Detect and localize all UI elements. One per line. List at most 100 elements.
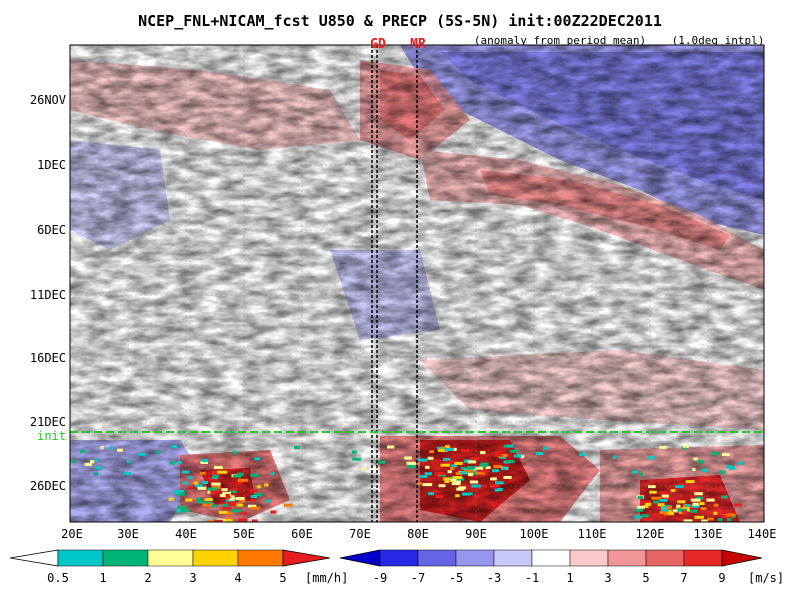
precip-cell	[427, 456, 434, 460]
precip-cell	[513, 454, 524, 458]
wind-swatch	[493, 549, 533, 567]
precip-cell	[676, 504, 681, 508]
precip-cell	[207, 487, 218, 491]
precip-cell	[194, 481, 199, 485]
precip-cell	[506, 460, 515, 464]
precip-cell	[377, 460, 386, 464]
precip-cell	[251, 519, 258, 522]
precip-cell	[699, 502, 705, 505]
precip-cell	[685, 480, 695, 484]
precip-cell	[270, 510, 277, 514]
x-tick-label: 30E	[117, 527, 139, 541]
precip-cell	[207, 519, 213, 522]
precip-cell	[176, 489, 185, 493]
precip-cell	[643, 501, 652, 504]
precip-cell	[639, 472, 643, 476]
precip-cell	[137, 452, 146, 456]
precip-cell	[658, 491, 668, 495]
precip-cell	[695, 496, 704, 500]
precip-cell	[228, 503, 236, 506]
precip-cell	[713, 511, 718, 515]
precip-cell	[721, 515, 727, 519]
plot-area	[70, 45, 764, 522]
precip-cell	[467, 466, 477, 470]
precip-cell	[90, 460, 95, 464]
x-axis: 20E 30E 40E 50E 60E 70E 80E 90E 100E 110…	[61, 527, 776, 541]
precip-cell	[294, 445, 300, 449]
wind-swatch	[607, 549, 647, 567]
precip-cell	[652, 500, 659, 504]
precip-cell	[578, 453, 586, 457]
precip-cell	[475, 466, 484, 470]
precip-cell	[425, 465, 430, 469]
precip-cell	[250, 506, 261, 510]
precip-cell	[213, 474, 219, 478]
y-axis: 26NOV 1DEC 6DEC 11DEC 16DEC 21DEC init 2…	[30, 93, 66, 493]
precip-cell	[177, 460, 182, 464]
precip-cell	[84, 462, 93, 466]
y-tick-label: 21DEC	[30, 415, 66, 429]
precip-cell	[521, 455, 525, 459]
precip-cell	[72, 460, 76, 464]
precip-cell	[387, 445, 395, 449]
precip-cell	[195, 484, 203, 488]
precip-cell	[435, 495, 444, 499]
precip-cell	[437, 448, 448, 452]
precip-cell	[447, 470, 452, 474]
wind-swatch	[531, 549, 571, 567]
precip-cell	[225, 511, 234, 515]
precip-cell	[683, 519, 693, 522]
precip-cell	[352, 457, 356, 461]
precip-cell	[283, 503, 293, 507]
precip-cell	[222, 503, 229, 507]
precip-cell	[455, 494, 460, 498]
precip-colorbar: 0.5 1 2 3 4 5 [mm/h]	[9, 549, 348, 585]
precip-cell	[182, 470, 190, 474]
precip-cell	[200, 461, 208, 464]
y-tick-label: 11DEC	[30, 288, 66, 302]
precip-cell	[236, 503, 243, 507]
precip-cell	[692, 505, 699, 508]
precip-cell	[649, 490, 657, 494]
precip-cell	[637, 496, 644, 500]
precip-cell	[661, 494, 669, 498]
precip-cell	[176, 509, 183, 513]
precip-swatch	[147, 549, 194, 567]
precip-cell	[218, 510, 228, 514]
precip-swatch	[192, 549, 239, 567]
precip-colorbar-min-tri	[9, 549, 59, 567]
precip-cell	[420, 475, 428, 478]
precip-cell	[270, 472, 275, 476]
precip-cell	[197, 486, 207, 490]
precip-cell	[472, 472, 478, 475]
precip-cell	[706, 498, 715, 502]
precip-cell	[221, 488, 228, 492]
precip-cell	[444, 480, 450, 483]
precip-cell	[229, 489, 237, 493]
precip-cell	[659, 445, 667, 449]
precip-cell	[226, 495, 231, 499]
precip-cell	[660, 508, 669, 512]
precip-cell	[707, 517, 714, 521]
precip-cell	[188, 486, 193, 490]
precip-cell	[451, 482, 461, 486]
precip-cell	[543, 446, 549, 450]
precip-cell	[249, 498, 257, 502]
precip-cell	[238, 518, 248, 522]
precip-cell	[492, 469, 499, 473]
precip-cell	[696, 460, 704, 464]
wind-swatch	[645, 549, 685, 567]
precip-cell	[219, 494, 229, 497]
precip-cell	[682, 444, 689, 448]
precip-cell	[416, 458, 424, 462]
precip-cell	[123, 471, 131, 475]
precip-cell	[727, 513, 736, 517]
precip-cell	[407, 465, 416, 469]
plot-frame	[69, 44, 765, 523]
gd-marker-label: GD	[370, 37, 386, 52]
precip-cell	[470, 457, 480, 460]
precip-cell	[463, 469, 474, 473]
precip-cell	[117, 448, 123, 452]
precip-cell	[249, 489, 258, 493]
